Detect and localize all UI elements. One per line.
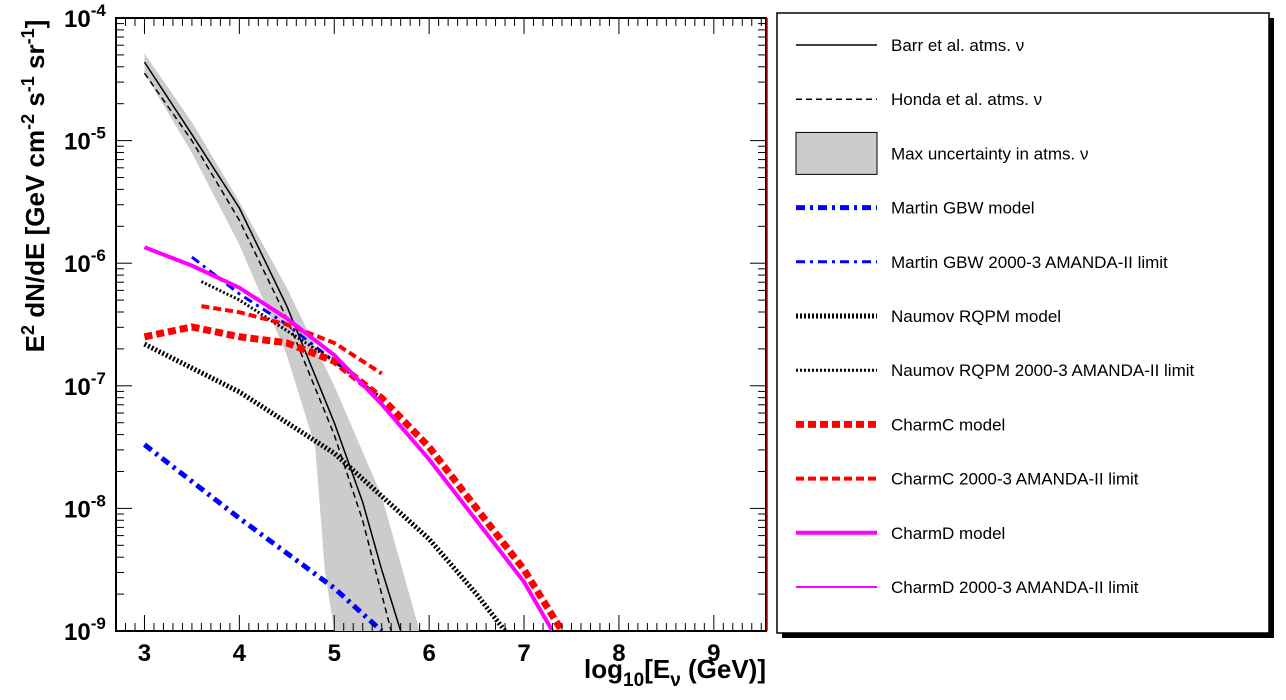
- series-line-naumov-rqpm-2000-3-amanda-ii-limit: [200, 280, 383, 400]
- series-line-martin-gbw-model: [142, 442, 384, 631]
- y-axis-title: E2 dN/dE [GeV cm-2 s-1 sr-1]: [18, 20, 50, 353]
- series-line-charmd-model: [143, 245, 555, 631]
- x-tick-label: 4: [233, 640, 247, 667]
- series-layer: [142, 61, 565, 631]
- legend-entry-charmc-2000-3-amanda-ii-limit: CharmC 2000-3 AMANDA-II limit: [796, 470, 1139, 489]
- y-tick-label: 10-7: [64, 369, 106, 401]
- x-tick-label: 7: [517, 640, 530, 667]
- legend-label: CharmD model: [891, 524, 1005, 543]
- legend-swatch: [795, 131, 878, 175]
- legend-entry-charmd-model: CharmD model: [796, 524, 1005, 543]
- x-tick-label: 6: [422, 640, 435, 667]
- legend-box: [776, 12, 1270, 634]
- legend-label: Naumov RQPM 2000-3 AMANDA-II limit: [891, 361, 1195, 380]
- legend-entry-max-uncertainty-in-atms: Max uncertainty in atms. ν: [795, 131, 1088, 175]
- ticks-layer: [116, 18, 766, 632]
- series-line-charmc-model: [143, 323, 565, 631]
- legend: Barr et al. atms. ν Honda et al. atms. ν M…: [776, 12, 1274, 638]
- y-tick-label: 10-5: [64, 124, 106, 156]
- legend-entry-martin-gbw-2000-3-amanda-ii-limit: Martin GBW 2000-3 AMANDA-II limit: [796, 253, 1168, 272]
- legend-entry-naumov-rqpm-2000-3-amanda-ii-limit: Naumov RQPM 2000-3 AMANDA-II limit: [796, 361, 1195, 380]
- legend-entries: Barr et al. atms. ν Honda et al. atms. ν M…: [795, 36, 1195, 597]
- legend-label: CharmC 2000-3 AMANDA-II limit: [891, 470, 1139, 489]
- legend-entry-honda-et-al-atms: Honda et al. atms. ν: [796, 90, 1042, 109]
- y-tick-label: 10-4: [64, 1, 106, 33]
- legend-label: Max uncertainty in atms. ν: [891, 144, 1088, 163]
- x-tick-label: 3: [138, 640, 151, 667]
- legend-label: Martin GBW model: [891, 199, 1035, 218]
- x-axis-title: log10[Eν (GeV)]: [584, 654, 766, 691]
- y-tick-label: 10-8: [64, 491, 106, 523]
- x-tick-label: 5: [328, 640, 341, 667]
- legend-label: Naumov RQPM model: [891, 307, 1061, 326]
- legend-entry-naumov-rqpm-model: Naumov RQPM model: [796, 307, 1061, 326]
- series-line-charmc-2000-3-amanda-ii-limit: [201, 304, 383, 376]
- legend-label: CharmD 2000-3 AMANDA-II limit: [891, 578, 1139, 597]
- series-line-barr-et-al-atms: [143, 61, 402, 631]
- y-tick-label: 10-9: [64, 614, 106, 646]
- legend-label: CharmC model: [891, 415, 1005, 434]
- x-tick-label: 9: [707, 640, 720, 667]
- legend-label: Martin GBW 2000-3 AMANDA-II limit: [891, 253, 1168, 272]
- plot-frame: [115, 17, 767, 632]
- legend-entry-barr-et-al-atms: Barr et al. atms. ν: [796, 36, 1024, 55]
- series-line-naumov-rqpm-model: [143, 341, 508, 631]
- legend-label: Honda et al. atms. ν: [891, 90, 1042, 109]
- legend-label: Barr et al. atms. ν: [891, 36, 1024, 55]
- legend-entry-charmc-model: CharmC model: [796, 415, 1005, 434]
- x-tick-label: 8: [612, 640, 625, 667]
- legend-entry-charmd-2000-3-amanda-ii-limit: CharmD 2000-3 AMANDA-II limit: [796, 578, 1139, 597]
- y-tick-label: 10-6: [64, 246, 106, 278]
- tick-labels: 3 4 5 6 7 8 9 10-9 10-8 10-7 10-6 10-5 10-4: [64, 1, 720, 667]
- legend-entry-martin-gbw-model: Martin GBW model: [796, 199, 1035, 218]
